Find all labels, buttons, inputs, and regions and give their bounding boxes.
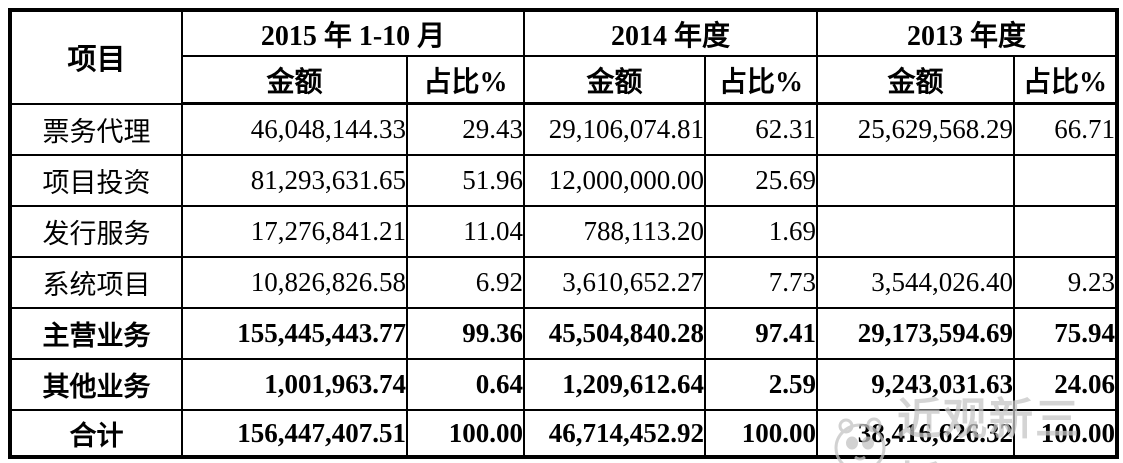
cell-amount: 156,447,407.51: [181, 409, 408, 458]
cell-amount: 81,293,631.65: [181, 154, 408, 207]
cell-pct: [1013, 205, 1119, 258]
row-label: 票务代理: [9, 102, 183, 156]
corner-header-item: 项目: [9, 9, 183, 105]
table-row: 系统项目 10,826,826.58 6.92 3,610,652.27 7.7…: [9, 256, 1119, 309]
cell-amount: 45,504,840.28: [523, 307, 707, 360]
cell-pct: [1013, 154, 1119, 207]
col-group-2013: 2013 年度: [816, 9, 1119, 57]
cell-amount: 3,610,652.27: [523, 256, 707, 309]
cell-amount: 38,416,626.32: [816, 409, 1016, 458]
cell-pct: 100.00: [1013, 409, 1119, 458]
table-row-main-business: 主营业务 155,445,443.77 99.36 45,504,840.28 …: [9, 307, 1119, 360]
col-header-pct-2014: 占比%: [704, 55, 819, 105]
cell-pct: 1.69: [704, 205, 819, 258]
cell-pct: 2.59: [704, 358, 819, 411]
table-row: 票务代理 46,048,144.33 29.43 29,106,074.81 6…: [9, 102, 1119, 156]
row-label: 主营业务: [9, 307, 183, 360]
row-label: 合计: [9, 409, 183, 458]
cell-pct: 62.31: [704, 102, 819, 156]
cell-pct: 99.36: [405, 307, 526, 360]
cell-amount: [816, 205, 1016, 258]
col-header-amount-2013: 金额: [816, 55, 1016, 105]
cell-pct: 9.23: [1013, 256, 1119, 309]
table-row-other-business: 其他业务 1,001,963.74 0.64 1,209,612.64 2.59…: [9, 358, 1119, 411]
cell-amount: 3,544,026.40: [816, 256, 1016, 309]
cell-amount: 46,048,144.33: [181, 102, 408, 156]
cell-amount: 46,714,452.92: [523, 409, 707, 458]
cell-amount: [816, 154, 1016, 207]
cell-pct: 97.41: [704, 307, 819, 360]
cell-pct: 100.00: [704, 409, 819, 458]
cell-amount: 12,000,000.00: [523, 154, 707, 207]
cell-pct: 25.69: [704, 154, 819, 207]
financial-table: 项目 2015 年 1-10 月 2014 年度 2013 年度 金额 占比% …: [8, 8, 1120, 459]
col-header-pct-2015: 占比%: [405, 55, 526, 105]
col-group-2014: 2014 年度: [523, 9, 819, 57]
cell-pct: 29.43: [405, 102, 526, 156]
row-label: 发行服务: [9, 205, 183, 258]
cell-pct: 24.06: [1013, 358, 1119, 411]
col-header-amount-2015: 金额: [181, 55, 408, 105]
row-label: 其他业务: [9, 358, 183, 411]
cell-amount: 10,826,826.58: [181, 256, 408, 309]
cell-amount: 29,106,074.81: [523, 102, 707, 156]
table-row: 发行服务 17,276,841.21 11.04 788,113.20 1.69: [9, 205, 1119, 258]
cell-pct: 66.71: [1013, 102, 1119, 156]
cell-amount: 29,173,594.69: [816, 307, 1016, 360]
cell-pct: 51.96: [405, 154, 526, 207]
header-row-measures: 金额 占比% 金额 占比% 金额 占比%: [10, 55, 1119, 105]
table-row: 项目投资 81,293,631.65 51.96 12,000,000.00 2…: [9, 154, 1119, 207]
cell-amount: 9,243,031.63: [816, 358, 1016, 411]
cell-amount: 17,276,841.21: [181, 205, 408, 258]
row-label: 项目投资: [9, 154, 183, 207]
header-row-periods: 项目 2015 年 1-10 月 2014 年度 2013 年度: [9, 9, 1119, 105]
cell-amount: 155,445,443.77: [181, 307, 408, 360]
col-header-amount-2014: 金额: [523, 55, 707, 105]
cell-pct: 7.73: [704, 256, 819, 309]
col-header-pct-2013: 占比%: [1013, 55, 1119, 105]
cell-pct: 11.04: [405, 205, 526, 258]
cell-amount: 1,209,612.64: [523, 358, 707, 411]
cell-pct: 6.92: [405, 256, 526, 309]
cell-amount: 1,001,963.74: [181, 358, 408, 411]
cell-pct: 75.94: [1013, 307, 1119, 360]
cell-amount: 25,629,568.29: [816, 102, 1016, 156]
row-label: 系统项目: [9, 256, 183, 309]
cell-amount: 788,113.20: [523, 205, 707, 258]
table-row-total: 合计 156,447,407.51 100.00 46,714,452.92 1…: [9, 409, 1119, 458]
cell-pct: 0.64: [405, 358, 526, 411]
col-group-2015: 2015 年 1-10 月: [180, 9, 526, 57]
cell-pct: 100.00: [405, 409, 526, 458]
